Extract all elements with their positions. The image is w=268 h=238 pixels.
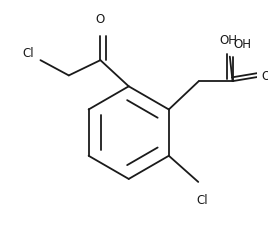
Text: OH: OH bbox=[234, 38, 252, 51]
Text: Cl: Cl bbox=[197, 194, 209, 207]
Text: O: O bbox=[96, 13, 105, 26]
Text: Cl: Cl bbox=[23, 47, 34, 60]
Text: O: O bbox=[261, 70, 268, 83]
Text: OH: OH bbox=[220, 34, 238, 47]
